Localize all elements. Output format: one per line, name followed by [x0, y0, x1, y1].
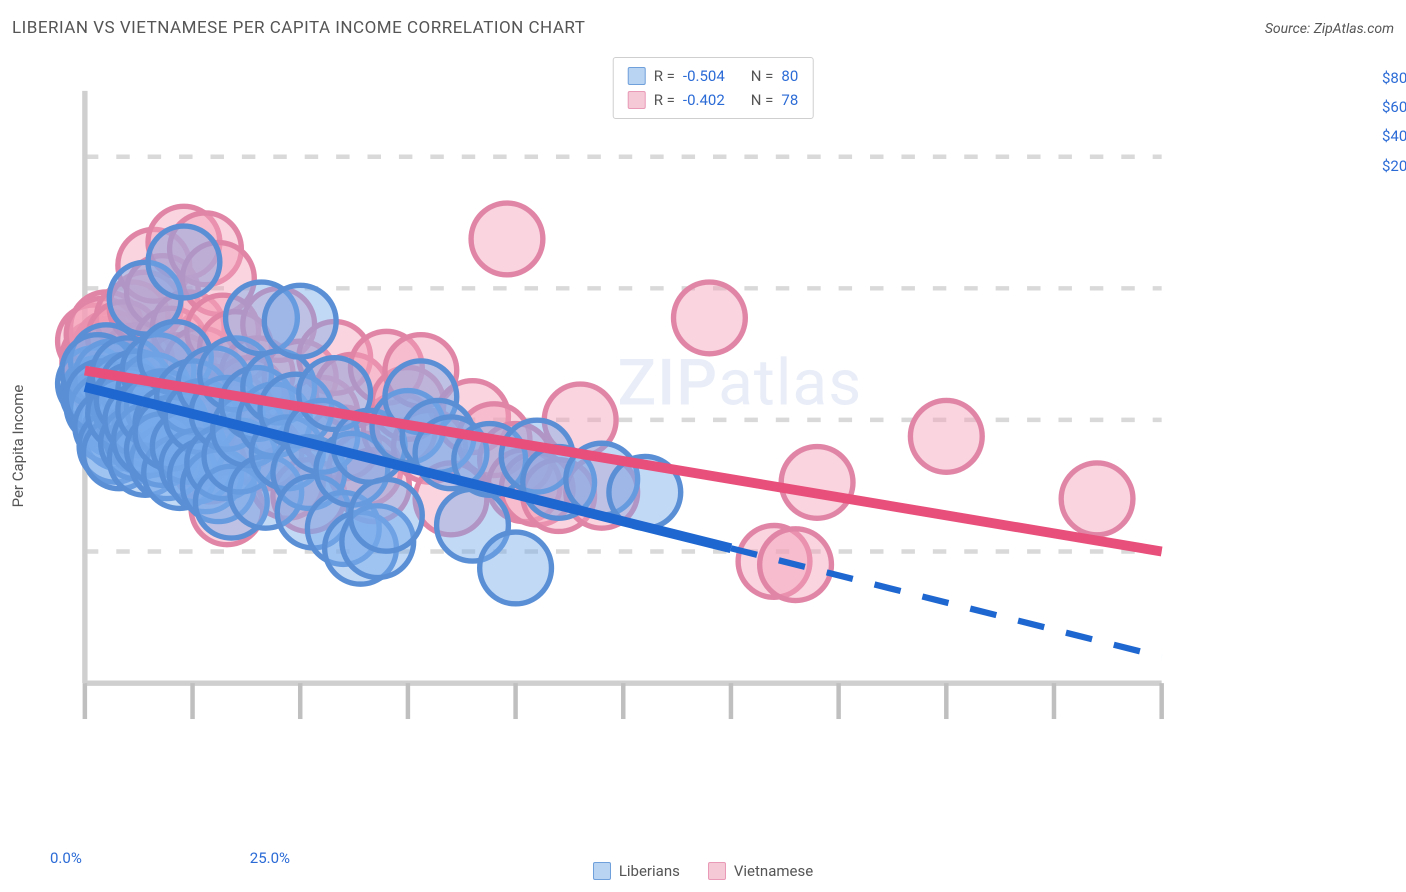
vietnamese-n-value: 78: [781, 88, 798, 112]
n-label: N =: [751, 88, 774, 112]
liberians-swatch: [628, 67, 646, 85]
vietnamese-point: [674, 282, 746, 354]
liberians-legend-swatch: [593, 862, 611, 880]
stats-row-liberians: R = -0.504 N = 80: [628, 64, 799, 88]
y-tick-label: $40,000: [1382, 127, 1406, 145]
vietnamese-r-value: -0.402: [683, 88, 725, 112]
vietnamese-point: [471, 203, 543, 275]
liberians-n-value: 80: [781, 64, 798, 88]
r-label: R =: [654, 88, 675, 112]
stats-legend-box: R = -0.504 N = 80 R = -0.402 N = 78: [613, 57, 814, 119]
vietnamese-point: [1061, 463, 1133, 535]
vietnamese-legend-label: Vietnamese: [734, 862, 813, 880]
chart-area: Per Capita Income ZIPatlas R =-0.504N =8…: [40, 55, 1386, 837]
chart-title: LIBERIAN VS VIETNAMESE PER CAPITA INCOME…: [12, 18, 585, 38]
bottom-legend: Liberians Vietnamese: [0, 862, 1406, 880]
vietnamese-swatch: [628, 91, 646, 109]
liberians-legend-label: Liberians: [619, 862, 680, 880]
liberians-point: [480, 532, 552, 604]
liberians-point: [264, 285, 336, 357]
y-axis-label: Per Capita Income: [9, 385, 27, 508]
y-tick-label: $60,000: [1382, 98, 1406, 116]
vietnamese-point: [781, 447, 853, 519]
liberians-point: [148, 226, 220, 298]
chart-source: Source: ZipAtlas.com: [1265, 21, 1394, 37]
vietnamese-legend-swatch: [708, 862, 726, 880]
y-tick-label: $20,000: [1382, 157, 1406, 175]
liberians-r-value: -0.504: [683, 64, 725, 88]
vietnamese-point: [910, 400, 982, 472]
stats-row-vietnamese: R = -0.402 N = 78: [628, 88, 799, 112]
y-tick-label: $80,000: [1382, 69, 1406, 87]
scatter-plot: [40, 55, 1386, 728]
r-label: R =: [654, 64, 675, 88]
chart-header: LIBERIAN VS VIETNAMESE PER CAPITA INCOME…: [12, 18, 1394, 38]
legend-item-vietnamese: Vietnamese: [708, 862, 813, 880]
liberians-point: [350, 479, 422, 551]
n-label: N =: [751, 64, 774, 88]
legend-item-liberians: Liberians: [593, 862, 680, 880]
